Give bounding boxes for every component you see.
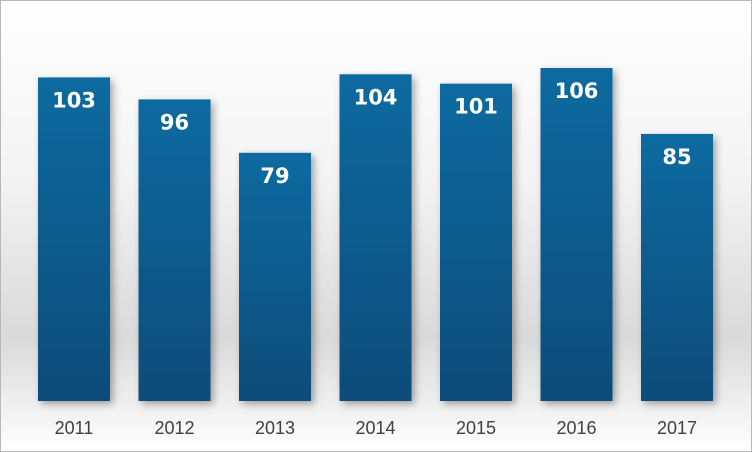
bar-2013 — [239, 152, 311, 401]
bar-2016 — [540, 68, 613, 401]
x-tick-label-2015: 2015 — [456, 418, 496, 438]
data-label-2016: 106 — [555, 79, 599, 103]
x-tick-label-2011: 2011 — [55, 418, 94, 438]
x-tick-label-2016: 2016 — [556, 418, 596, 438]
x-tick-label-2013: 2013 — [255, 418, 295, 438]
x-tick-label-2014: 2014 — [355, 418, 395, 438]
bar-2017 — [641, 133, 713, 402]
x-tick-label-2012: 2012 — [154, 418, 194, 438]
data-label-2011: 103 — [52, 88, 96, 112]
bar-2014 — [339, 74, 412, 401]
data-label-2013: 79 — [260, 164, 289, 188]
data-label-2015: 101 — [454, 95, 498, 119]
bar-2011 — [38, 77, 110, 401]
data-label-2014: 104 — [354, 85, 398, 109]
bar-2012 — [138, 99, 211, 401]
bar-2015 — [440, 83, 512, 401]
data-label-2017: 85 — [662, 145, 691, 169]
data-label-2012: 96 — [160, 110, 189, 134]
x-tick-label-2017: 2017 — [657, 418, 697, 438]
